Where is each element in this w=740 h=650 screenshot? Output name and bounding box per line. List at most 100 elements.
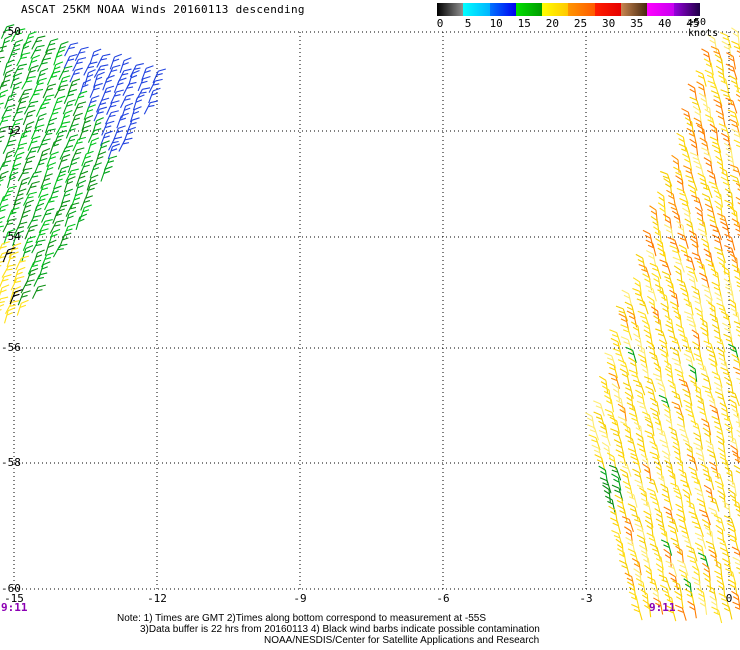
wind-barb <box>9 118 24 133</box>
wind-barb <box>636 534 648 552</box>
wind-barb <box>732 556 740 574</box>
wind-barb <box>602 484 611 503</box>
lon-tick-label: -12 <box>147 592 167 605</box>
wind-barb <box>60 188 73 205</box>
wind-barb <box>630 456 642 473</box>
colorbar-tick-label: 30 <box>601 17 616 30</box>
wind-barb <box>677 559 689 577</box>
wind-barb <box>723 142 734 161</box>
wind-barb <box>679 198 691 215</box>
wind-barb <box>628 369 641 386</box>
wind-barb <box>701 284 713 301</box>
wind-barb <box>63 89 78 104</box>
wind-barb <box>730 164 740 181</box>
wind-barb <box>0 179 4 196</box>
colorbar-tick-label: 25 <box>573 17 588 30</box>
wind-barb <box>93 64 109 78</box>
wind-barb <box>122 81 137 97</box>
wind-barb <box>619 368 630 386</box>
wind-barb <box>148 78 163 93</box>
wind-barb <box>22 235 36 251</box>
wind-barb <box>642 273 653 291</box>
wind-barb <box>110 89 124 105</box>
wind-barb <box>736 285 740 302</box>
wind-barb <box>21 75 36 90</box>
wind-barb <box>633 568 643 586</box>
wind-barb <box>31 124 45 140</box>
wind-barb <box>664 460 674 478</box>
wind-barb <box>732 366 740 384</box>
wind-barb <box>67 157 80 174</box>
wind-barb <box>40 173 53 189</box>
wind-barb <box>587 424 600 441</box>
wind-barb <box>670 537 682 555</box>
wind-barb <box>687 83 698 101</box>
wind-barb <box>669 301 681 319</box>
wind-barb <box>615 538 624 557</box>
wind-barb <box>652 416 663 434</box>
wind-barb <box>721 602 733 620</box>
wind-barb <box>724 233 736 251</box>
wind-barb <box>682 488 691 507</box>
wind-barb <box>681 534 693 552</box>
wind-barb <box>729 206 739 225</box>
wind-barb <box>663 506 674 524</box>
wind-barb <box>662 403 672 422</box>
wind-barb <box>598 375 609 394</box>
wind-barb <box>729 253 739 272</box>
wind-barb <box>661 271 674 288</box>
wind-barb <box>686 318 698 336</box>
wind-barb <box>33 77 47 93</box>
wind-barb <box>41 48 56 63</box>
wind-barb <box>692 295 703 313</box>
wind-barb <box>714 54 724 72</box>
wind-barb <box>707 34 718 52</box>
wind-barb <box>0 296 9 311</box>
wind-barb <box>714 246 726 264</box>
wind-barb <box>674 590 684 609</box>
wind-barb <box>736 567 740 584</box>
wind-barb <box>646 250 657 268</box>
wind-barb <box>639 544 649 563</box>
wind-barb <box>639 487 648 506</box>
wind-barb <box>70 192 83 209</box>
wind-barb <box>703 157 714 175</box>
wind-barb <box>709 136 722 153</box>
wind-barb <box>52 243 68 258</box>
wind-barb <box>733 139 740 156</box>
wind-barb <box>657 202 667 221</box>
wind-barb <box>712 470 725 487</box>
wind-barb <box>683 298 694 316</box>
wind-barb <box>626 491 638 508</box>
wind-barb <box>720 132 732 150</box>
wind-barb <box>53 49 66 66</box>
wind-barb <box>690 420 702 437</box>
wind-barb <box>37 57 52 72</box>
wind-barb <box>38 261 51 278</box>
wind-barb <box>60 109 73 126</box>
wind-barb <box>22 155 36 172</box>
wind-barb <box>701 48 712 66</box>
colorbar-tick-label: 15 <box>517 17 531 30</box>
wind-barb <box>711 371 723 388</box>
wind-barb <box>41 128 56 143</box>
wind-barb <box>624 391 634 410</box>
wind-barb <box>625 435 637 452</box>
wind-barb <box>669 245 682 262</box>
wind-barb <box>686 500 697 518</box>
wind-barb <box>63 53 78 69</box>
wind-barb <box>659 584 671 602</box>
wind-barb <box>697 228 709 246</box>
wind-barb <box>83 61 98 76</box>
wind-barb <box>72 57 87 72</box>
wind-barb <box>630 321 641 339</box>
wind-barb <box>627 548 639 566</box>
wind-barb <box>728 298 738 317</box>
wind-barb <box>611 484 624 501</box>
wind-barb <box>686 454 698 471</box>
wind-barb <box>703 58 714 76</box>
wind-barb <box>717 537 729 554</box>
wind-barb <box>717 212 729 230</box>
wind-barb <box>613 439 625 456</box>
